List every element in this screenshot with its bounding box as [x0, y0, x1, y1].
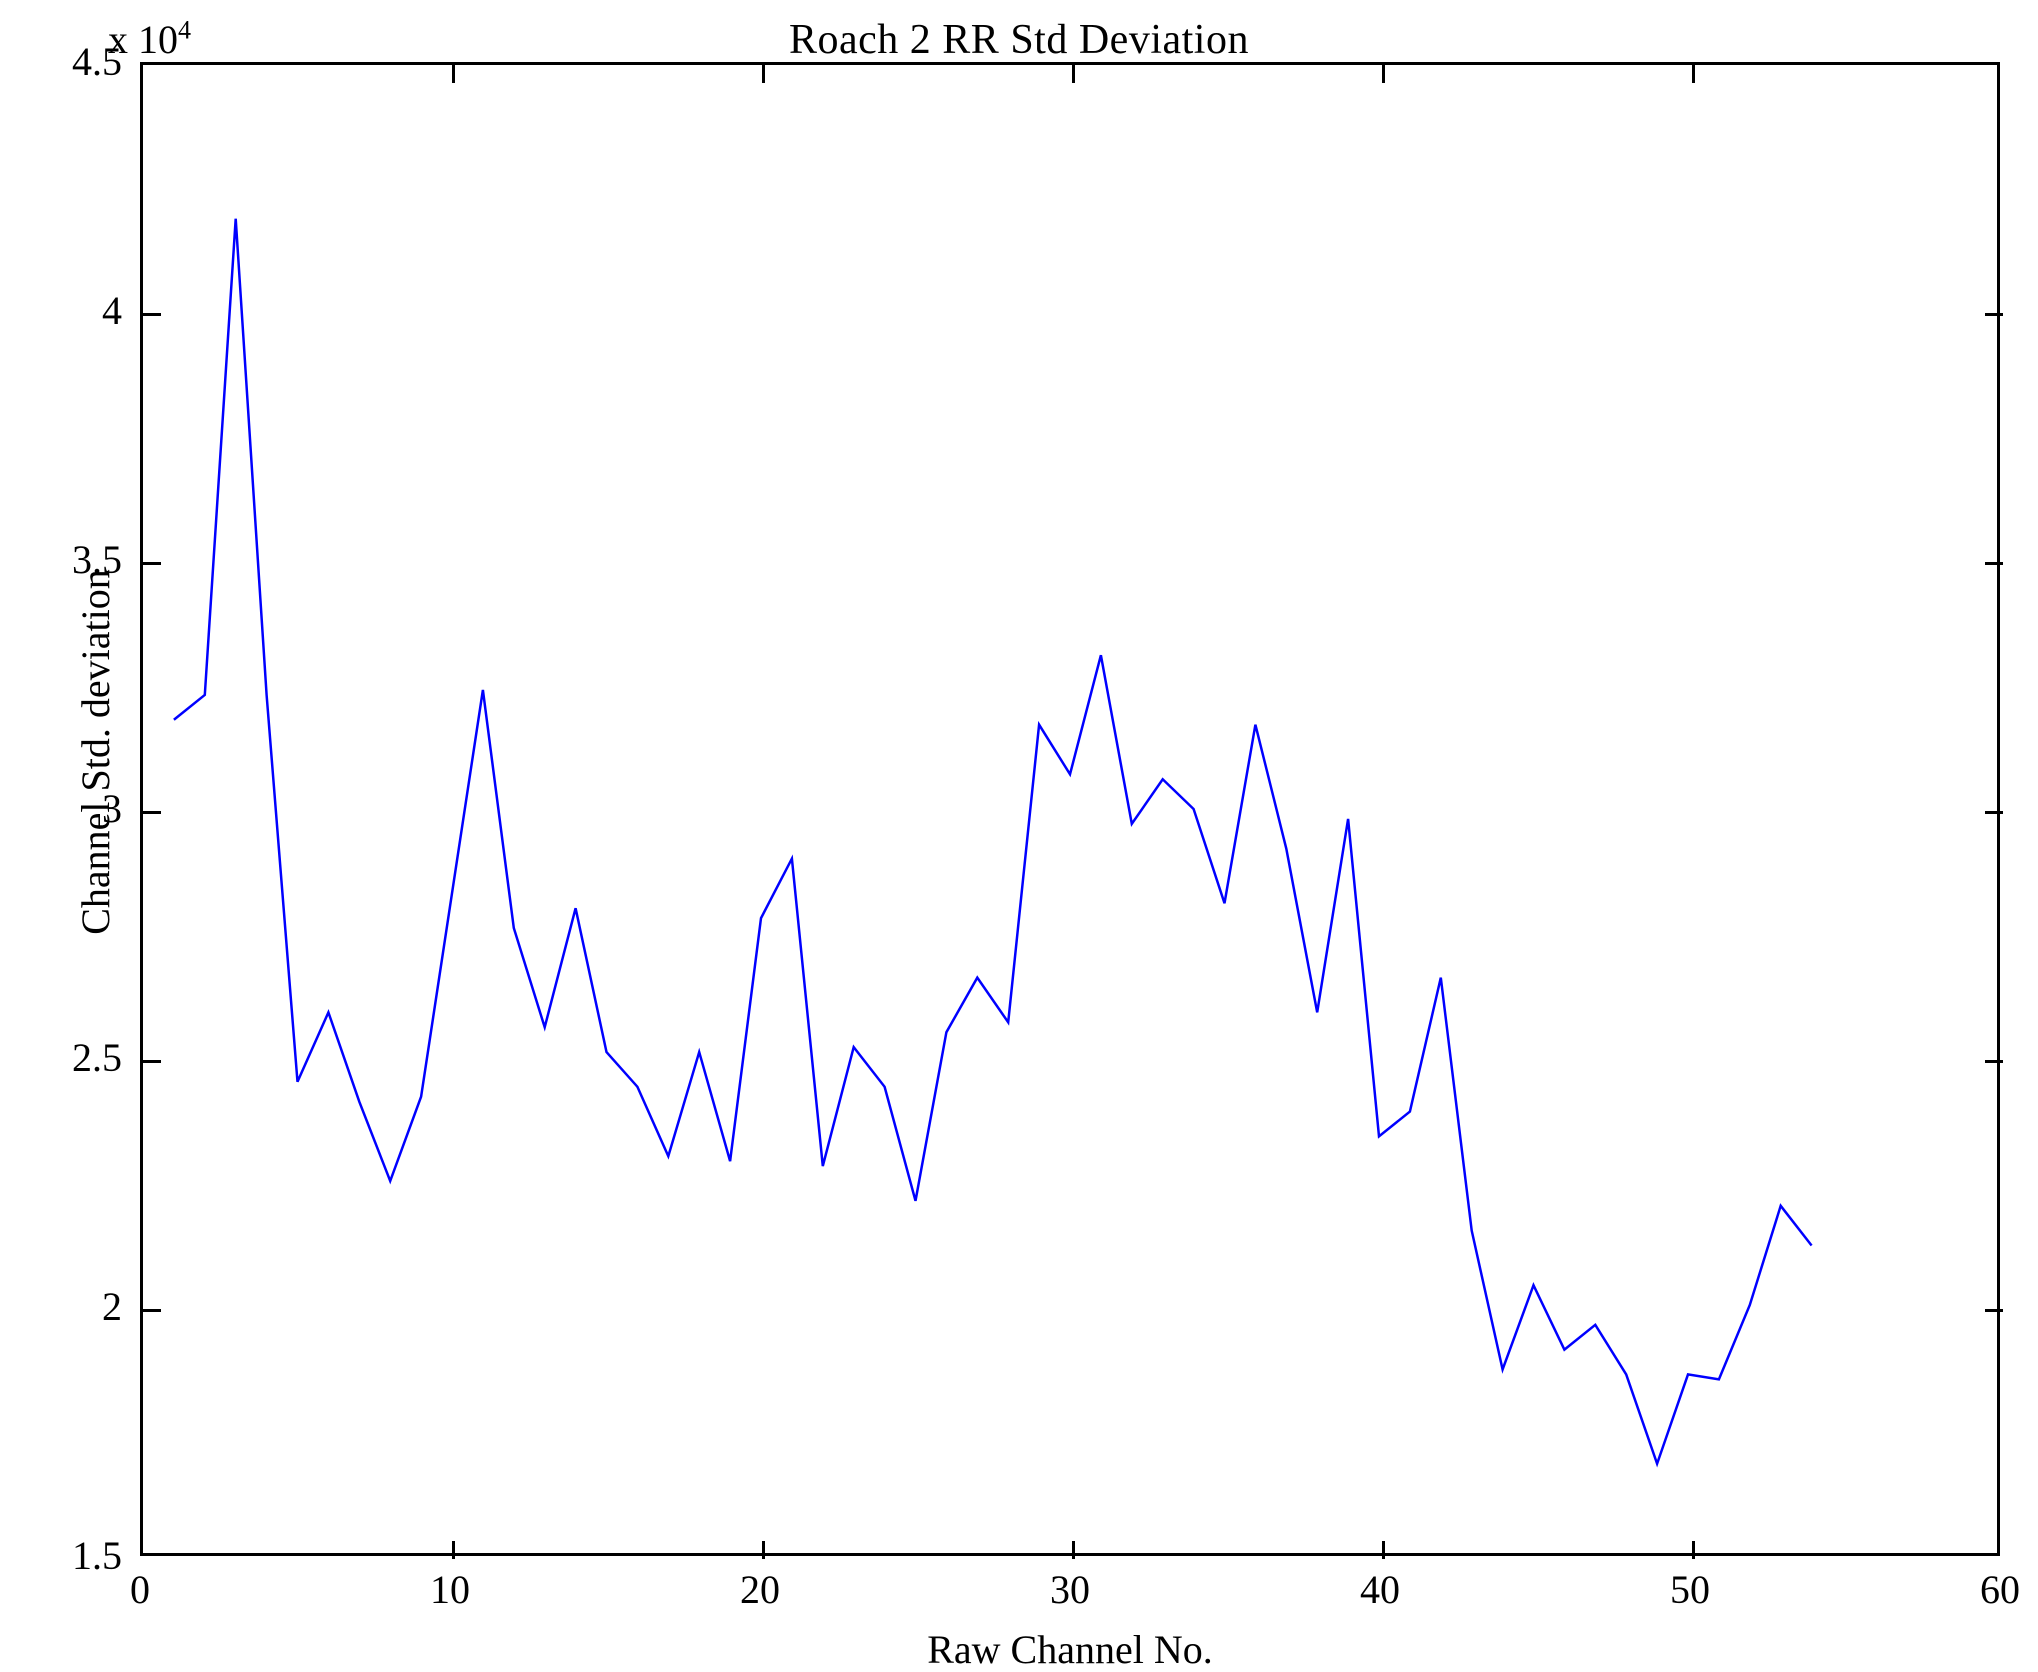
- x-axis-tick-mark: [1381, 1541, 1385, 1559]
- plot-area: [140, 62, 2003, 1559]
- data-line-chart: [173, 218, 1813, 1468]
- y-axis-tick-label: 3.5: [72, 537, 122, 582]
- y-axis-tick-label: 4.5: [72, 39, 122, 84]
- y-axis-exponent-label: x 104: [108, 15, 191, 62]
- y-axis-tick-label: 1.5: [72, 1533, 122, 1578]
- x-axis-tick-label: 30: [1050, 1567, 1090, 1612]
- y-axis-tick-label: 4: [102, 288, 122, 333]
- y-axis-tick-labels: 1.5 2 2.5 3 3.5 4 4.5: [0, 0, 122, 1671]
- y-axis-tick-label: 2.5: [72, 1035, 122, 1080]
- y-axis-exponent-power: 4: [178, 15, 191, 45]
- data-series-line: [173, 218, 1813, 1468]
- x-axis-tick-label: 50: [1670, 1567, 1710, 1612]
- x-axis-tick-label: 20: [740, 1567, 780, 1612]
- x-axis-tick-label: 0: [130, 1567, 150, 1612]
- x-axis-tick-mark: [1691, 1541, 1695, 1559]
- x-axis-tick-mark: [761, 65, 765, 83]
- y-axis-tick-mark: [1985, 810, 2003, 814]
- x-axis-tick-mark: [1381, 65, 1385, 83]
- x-axis-tick-label: 40: [1360, 1567, 1400, 1612]
- y-axis-tick-mark: [143, 312, 161, 316]
- x-axis-tick-labels: 0 10 20 30 40 50 60: [0, 1570, 2038, 1626]
- y-axis-tick-mark: [1985, 1308, 2003, 1312]
- y-axis-exponent-base: x 10: [108, 17, 178, 62]
- x-axis-tick-mark: [451, 1541, 455, 1559]
- x-axis-title: Raw Channel No.: [927, 1627, 1213, 1672]
- x-axis-tick-label: 10: [430, 1567, 470, 1612]
- x-axis-tick-mark: [451, 65, 455, 83]
- y-axis-tick-mark: [143, 1308, 161, 1312]
- y-axis-tick-mark: [1985, 561, 2003, 565]
- x-axis-tick-mark: [1071, 1541, 1075, 1559]
- x-axis-tick-mark: [1691, 65, 1695, 83]
- y-axis-tick-label: 3: [102, 786, 122, 831]
- y-axis-tick-mark: [143, 810, 161, 814]
- y-axis-tick-mark: [143, 561, 161, 565]
- x-axis-tick-label: 60: [1980, 1567, 2020, 1612]
- x-axis-tick-mark: [1071, 65, 1075, 83]
- x-axis-tick-mark: [761, 1541, 765, 1559]
- y-axis-tick-label: 2: [102, 1284, 122, 1329]
- chart-title: Roach 2 RR Std Deviation: [789, 17, 1249, 63]
- y-axis-tick-mark: [143, 1059, 161, 1063]
- y-axis-tick-mark: [1985, 312, 2003, 316]
- y-axis-tick-mark: [1985, 1059, 2003, 1063]
